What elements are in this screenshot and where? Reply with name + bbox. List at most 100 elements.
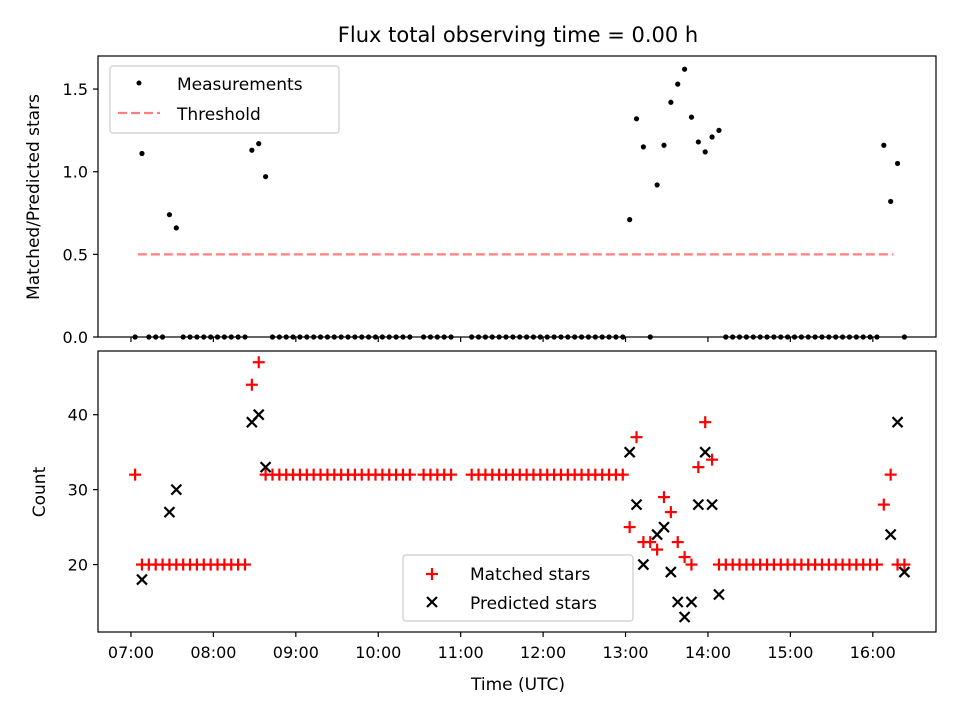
count-y-tick-label: 40 — [68, 406, 88, 425]
matched-star-point — [252, 356, 265, 369]
ratio-y-tick-label: 0.0 — [63, 328, 88, 347]
measurement-point — [654, 182, 660, 188]
predicted-star-point — [706, 498, 718, 511]
matched-star-point — [671, 536, 684, 549]
predicted-star-point — [259, 461, 272, 473]
count-axis-ticks: 20 30 40 07:00 08:00 09:00 10:00 11:00 12:00 13:0… — [68, 406, 896, 662]
measurement-point — [661, 142, 667, 148]
matched-star-point — [644, 536, 657, 549]
measurement-point — [668, 99, 674, 105]
x-tick-label: 10:00 — [355, 643, 401, 662]
measurement-point — [139, 150, 145, 157]
x-tick-label: 15:00 — [767, 643, 813, 662]
ratio-y-tick-label: 1.0 — [63, 163, 88, 182]
ratio-panel: Flux total observing time = 0.00 h 0.00.… — [24, 23, 937, 347]
predicted-star-point — [665, 566, 677, 578]
measurement-point — [263, 174, 269, 180]
predicted-star-point — [898, 566, 911, 578]
measurement-point — [894, 160, 901, 167]
ratio-y-tick-label: 1.5 — [63, 80, 88, 99]
matched-star-point — [403, 468, 416, 481]
measurement-point — [709, 134, 715, 140]
predicted-star-point — [163, 506, 176, 518]
x-tick-label: 11:00 — [438, 643, 484, 662]
matched-star-point — [623, 521, 636, 534]
predicted-star-point — [685, 596, 698, 608]
count-panel: 20 30 40 07:00 08:00 09:00 10:00 11:00 12:00 13:0… — [30, 350, 937, 695]
predicted-star-point — [891, 416, 904, 428]
measurement-point — [675, 81, 681, 87]
predicted-star-point — [678, 611, 691, 623]
matched-star-point — [238, 558, 251, 571]
x-tick-label: 14:00 — [685, 643, 731, 662]
ratio-axis-ticks: 0.0 0.5 1.0 1.5 — [63, 80, 874, 347]
chart-title: Flux total observing time = 0.00 h — [338, 23, 698, 47]
matched-star-point — [129, 468, 142, 481]
matched-star-point — [657, 491, 670, 504]
matched-star-point — [685, 558, 698, 571]
ratio-y-axis-label: Matched/Predicted stars — [24, 94, 44, 300]
matched-star-point — [630, 431, 643, 444]
measurement-point — [256, 141, 262, 147]
predicted-star-point — [713, 588, 725, 601]
predicted-star-point — [252, 408, 265, 421]
x-tick-label: 07:00 — [108, 643, 154, 662]
x-tick-label: 09:00 — [273, 643, 319, 662]
predicted-star-point — [170, 483, 183, 496]
ratio-legend-box — [109, 65, 340, 134]
matched-star-point — [445, 468, 458, 481]
legend-predicted-label: Predicted stars — [470, 594, 597, 614]
count-y-tick-label: 20 — [68, 556, 88, 575]
matched-star-point — [692, 461, 705, 474]
x-tick-label: 13:00 — [602, 643, 648, 662]
predicted-star-point — [658, 521, 670, 533]
matched-star-point — [651, 543, 664, 556]
x-tick-label: 12:00 — [520, 643, 566, 662]
measurement-point — [682, 66, 688, 72]
measurement-point — [888, 198, 894, 205]
measurement-point — [688, 114, 695, 120]
measurement-point — [173, 225, 179, 231]
matched-star-point — [616, 468, 629, 481]
matched-star-point — [884, 468, 897, 481]
predicted-star-point — [671, 596, 684, 608]
predicted-star-point — [630, 498, 643, 511]
ratio-legend: Measurements Threshold — [109, 65, 340, 134]
predicted-star-point — [136, 573, 148, 586]
count-plot-frame — [97, 350, 937, 633]
legend-measurements-label: Measurements — [177, 75, 303, 95]
count-marks — [129, 356, 911, 623]
measurement-point — [166, 212, 173, 218]
x-axis-label: Time (UTC) — [470, 675, 565, 695]
legend-measurements-marker — [136, 80, 142, 86]
measurement-point — [640, 144, 646, 150]
matched-star-point — [870, 558, 883, 571]
predicted-star-point — [623, 446, 636, 458]
legend-threshold-label: Threshold — [176, 105, 261, 125]
x-tick-label: 08:00 — [190, 643, 236, 662]
count-legend: Matched stars Predicted stars — [402, 554, 634, 622]
matched-star-point — [699, 416, 712, 429]
measurement-point — [627, 217, 633, 223]
predicted-star-point — [692, 498, 705, 511]
matched-star-point — [678, 551, 691, 564]
predicted-star-point — [884, 528, 897, 541]
legend-matched-label: Matched stars — [470, 565, 590, 585]
measurement-point — [695, 139, 701, 145]
matched-star-point — [664, 506, 677, 519]
measurement-point — [249, 147, 255, 153]
predicted-star-point — [699, 446, 711, 458]
measurement-point — [716, 127, 722, 133]
predicted-star-point — [637, 558, 650, 571]
matched-star-point — [877, 498, 890, 511]
x-tick-label: 16:00 — [850, 643, 896, 662]
matched-star-point — [245, 378, 258, 391]
ratio-y-tick-label: 0.5 — [63, 245, 88, 264]
ratio-plot-frame — [97, 55, 937, 338]
matched-star-point — [706, 453, 719, 466]
legend-matched-marker — [426, 568, 438, 580]
measurement-point — [702, 149, 708, 155]
count-y-axis-label: Count — [30, 466, 50, 517]
measurement-point — [881, 142, 887, 148]
